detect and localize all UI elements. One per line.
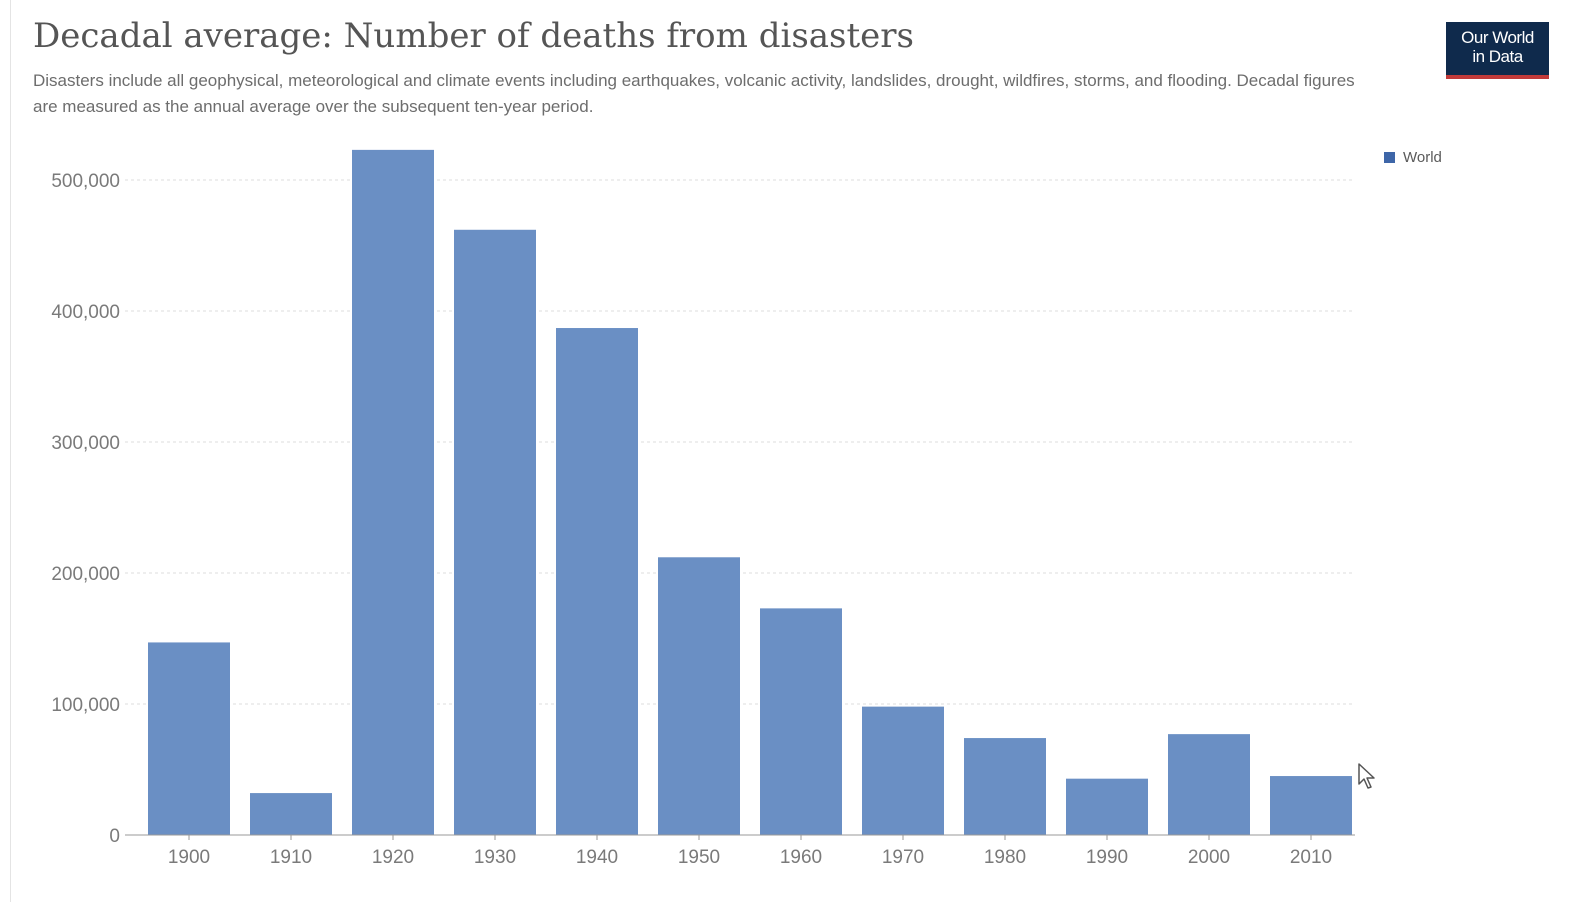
bar-1970[interactable] [862, 706, 944, 835]
y-tick-label: 500,000 [51, 171, 120, 192]
owid-logo[interactable]: Our World in Data [1446, 22, 1549, 79]
x-tick-label: 1920 [372, 847, 414, 868]
mouse-cursor-icon [1358, 763, 1375, 789]
x-tick-label: 2010 [1290, 847, 1332, 868]
x-tick-label: 2000 [1188, 847, 1230, 868]
bar-1980[interactable] [964, 738, 1046, 835]
y-tick-label: 100,000 [51, 695, 120, 716]
bar-1950[interactable] [658, 557, 740, 835]
bar-1960[interactable] [760, 608, 842, 835]
legend-swatch-world [1384, 152, 1395, 163]
chart-legend[interactable]: World [1384, 149, 1442, 166]
logo-line-1: Our World [1461, 28, 1534, 47]
bar-1920[interactable] [352, 149, 434, 835]
y-tick-label: 0 [109, 826, 120, 847]
logo-line-2: in Data [1472, 47, 1523, 66]
bar-1930[interactable] [454, 229, 536, 835]
x-tick-label: 1990 [1086, 847, 1128, 868]
legend-label-world: World [1403, 149, 1442, 166]
bar-1900[interactable] [148, 642, 230, 835]
y-tick-label: 200,000 [51, 564, 120, 585]
x-tick-label: 1940 [576, 847, 618, 868]
bar-1940[interactable] [556, 328, 638, 835]
x-tick-label: 1950 [678, 847, 720, 868]
bar-2000[interactable] [1168, 734, 1250, 835]
chart-subtitle: Disasters include all geophysical, meteo… [33, 71, 1355, 116]
x-tick-label: 1900 [168, 847, 210, 868]
bars [148, 149, 1352, 835]
x-tick-label: 1930 [474, 847, 516, 868]
x-tick-label: 1970 [882, 847, 924, 868]
bar-1990[interactable] [1066, 778, 1148, 835]
x-tick-label: 1980 [984, 847, 1026, 868]
y-tick-label: 300,000 [51, 433, 120, 454]
chart-title: Decadal average: Number of deaths from d… [33, 16, 914, 56]
x-axis: 1900 1910 1920 1930 1940 1950 1960 1970 1980 1990… [125, 834, 1355, 868]
bar-2010[interactable] [1270, 776, 1352, 835]
x-tick-label: 1910 [270, 847, 312, 868]
bar-1910[interactable] [250, 793, 332, 835]
y-tick-label: 400,000 [51, 302, 120, 323]
x-tick-label: 1960 [780, 847, 822, 868]
y-axis: 0 100,000 200,000 300,000 400,000 500,000 [51, 171, 120, 847]
